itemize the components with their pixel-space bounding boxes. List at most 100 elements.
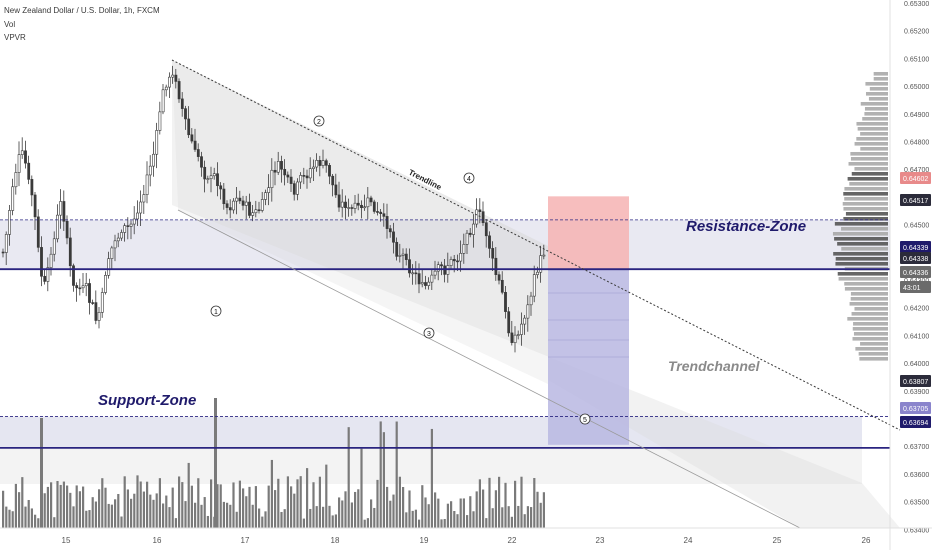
candle[interactable] <box>8 205 11 246</box>
candle[interactable] <box>296 178 299 201</box>
candle[interactable] <box>174 68 178 89</box>
candle[interactable] <box>353 194 357 214</box>
candle[interactable] <box>529 291 533 316</box>
candle[interactable] <box>475 198 479 228</box>
candle[interactable] <box>20 137 24 159</box>
candle[interactable] <box>337 181 341 212</box>
candle[interactable] <box>414 261 418 285</box>
candle[interactable] <box>91 299 95 305</box>
candle[interactable] <box>27 155 31 185</box>
candle[interactable] <box>510 320 514 346</box>
candle[interactable] <box>97 306 101 329</box>
candle[interactable] <box>136 200 139 226</box>
candle[interactable] <box>17 141 21 187</box>
candle[interactable] <box>350 204 354 216</box>
candle[interactable] <box>88 278 91 315</box>
candle[interactable] <box>388 225 392 238</box>
candle[interactable] <box>283 159 287 186</box>
candle[interactable] <box>392 222 395 254</box>
candle[interactable] <box>436 261 440 281</box>
candle[interactable] <box>1 248 5 258</box>
candle[interactable] <box>420 268 424 288</box>
candle[interactable] <box>459 240 463 272</box>
candle[interactable] <box>30 175 34 207</box>
price-label[interactable]: 0.63694 <box>900 416 931 428</box>
candle[interactable] <box>206 175 210 184</box>
candle[interactable] <box>11 178 15 216</box>
candle[interactable] <box>62 190 66 231</box>
candle[interactable] <box>232 198 235 214</box>
candle[interactable] <box>14 163 18 195</box>
stop-loss-box[interactable] <box>548 196 629 270</box>
candle[interactable] <box>302 167 306 185</box>
candle[interactable] <box>315 153 319 172</box>
candle[interactable] <box>24 140 27 169</box>
candle[interactable] <box>308 157 312 183</box>
price-label[interactable]: 0.63807 <box>900 375 931 387</box>
candle[interactable] <box>385 203 389 239</box>
candle[interactable] <box>404 248 408 266</box>
candle[interactable] <box>376 202 379 216</box>
candle[interactable] <box>356 193 360 211</box>
candle[interactable] <box>347 198 351 217</box>
candle[interactable] <box>504 286 507 319</box>
candle[interactable] <box>248 193 251 219</box>
candle[interactable] <box>465 230 469 255</box>
candle[interactable] <box>456 254 459 271</box>
candle[interactable] <box>49 246 53 276</box>
candle[interactable] <box>520 312 523 346</box>
candle[interactable] <box>523 314 527 335</box>
candle[interactable] <box>132 206 136 235</box>
candle[interactable] <box>478 198 482 224</box>
candle[interactable] <box>244 195 248 220</box>
candle[interactable] <box>219 182 223 200</box>
candle[interactable] <box>369 195 373 207</box>
candle[interactable] <box>196 143 200 162</box>
candle[interactable] <box>280 155 283 183</box>
candle[interactable] <box>212 167 216 180</box>
candle[interactable] <box>171 65 175 84</box>
candle[interactable] <box>126 217 130 240</box>
candle[interactable] <box>363 194 367 211</box>
candle[interactable] <box>187 106 191 139</box>
candle[interactable] <box>305 169 309 189</box>
candle[interactable] <box>449 256 453 270</box>
candle[interactable] <box>40 236 43 287</box>
trendline[interactable] <box>171 59 901 431</box>
candle[interactable] <box>324 158 328 173</box>
candle[interactable] <box>177 78 181 103</box>
candle[interactable] <box>56 204 59 243</box>
candle[interactable] <box>43 268 47 285</box>
candle[interactable] <box>104 271 107 295</box>
candle[interactable] <box>193 128 197 152</box>
candle[interactable] <box>427 277 431 290</box>
candle[interactable] <box>443 259 447 283</box>
candle[interactable] <box>59 189 63 229</box>
candle[interactable] <box>331 173 335 197</box>
candle[interactable] <box>276 151 280 175</box>
candle[interactable] <box>123 223 127 242</box>
vpvr-indicator-label[interactable]: VPVR <box>4 33 26 42</box>
candle[interactable] <box>84 272 88 297</box>
candle[interactable] <box>145 161 149 204</box>
candle[interactable] <box>516 330 520 340</box>
candle[interactable] <box>472 214 475 248</box>
candle[interactable] <box>507 307 511 337</box>
candle[interactable] <box>299 172 303 189</box>
candle[interactable] <box>542 244 546 260</box>
candle[interactable] <box>468 228 472 238</box>
candle[interactable] <box>500 271 504 295</box>
candle[interactable] <box>33 191 37 230</box>
candle[interactable] <box>491 241 495 272</box>
candle[interactable] <box>273 161 277 186</box>
candle[interactable] <box>110 245 114 270</box>
candle[interactable] <box>481 201 485 226</box>
candle[interactable] <box>484 219 488 248</box>
candle[interactable] <box>497 271 501 285</box>
candle[interactable] <box>180 92 184 117</box>
candle[interactable] <box>395 237 399 261</box>
candle[interactable] <box>494 247 498 281</box>
candle[interactable] <box>328 162 331 185</box>
